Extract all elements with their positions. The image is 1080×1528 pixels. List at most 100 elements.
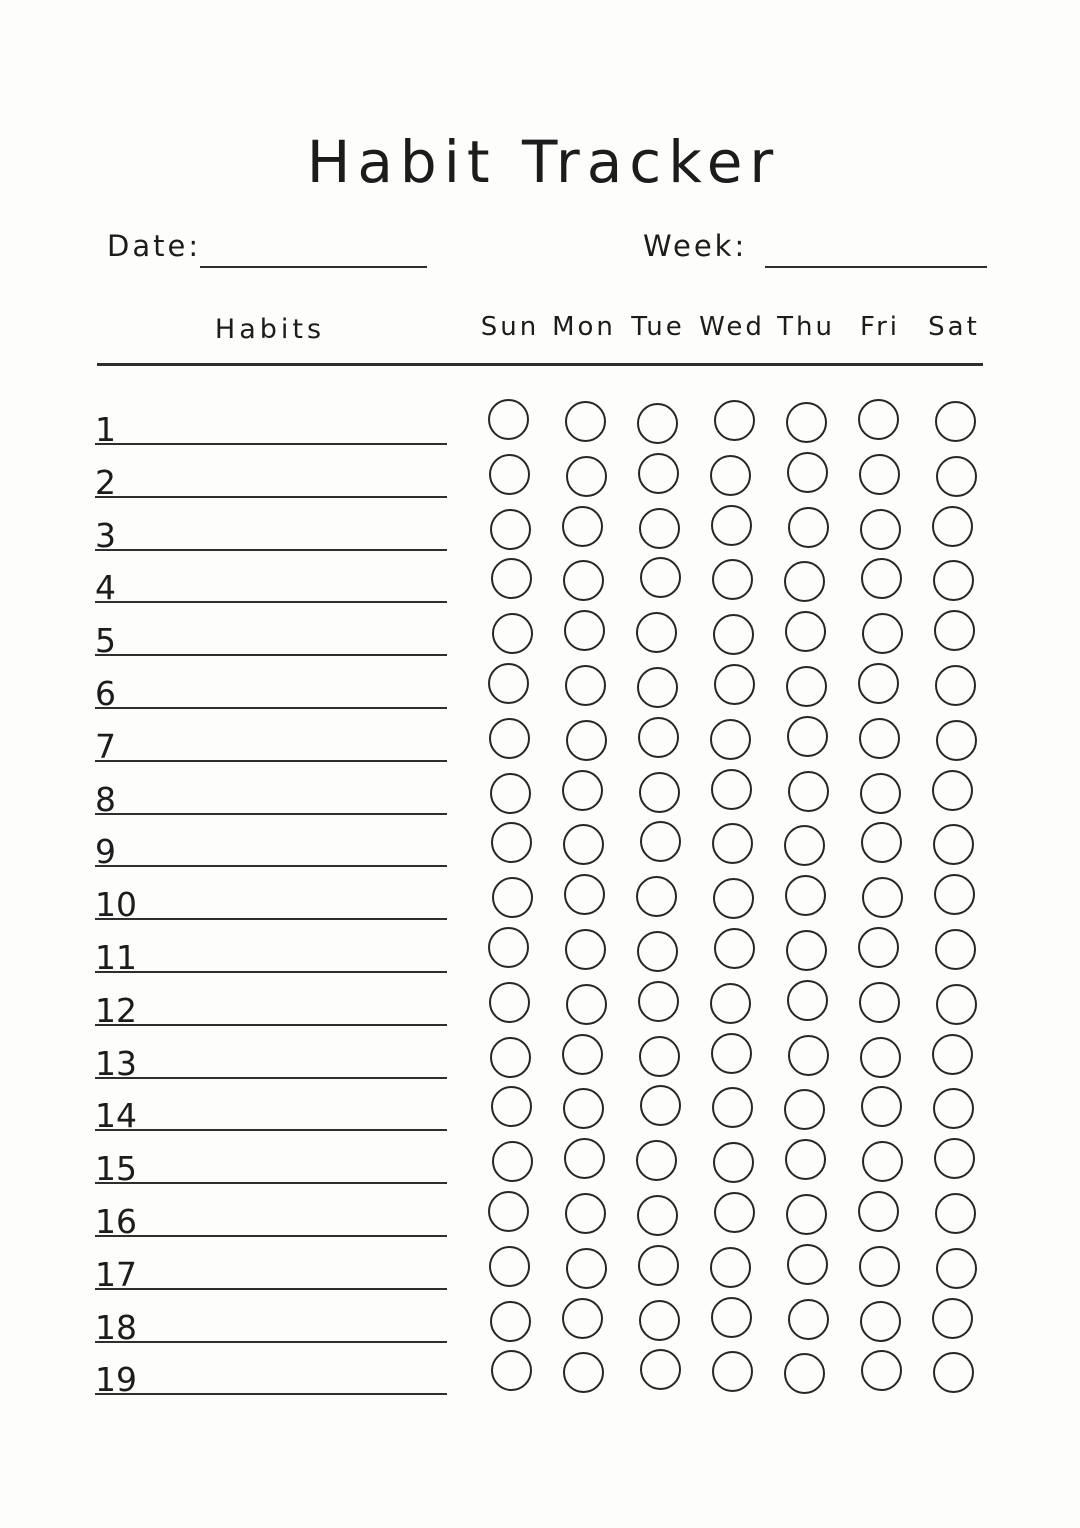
habit-check-circle[interactable] (932, 824, 974, 866)
habit-check-circle[interactable] (710, 1032, 752, 1074)
habit-name-line[interactable] (95, 443, 447, 445)
habit-check-circle[interactable] (711, 1087, 753, 1129)
habit-check-circle[interactable] (635, 876, 677, 918)
habit-check-circle[interactable] (710, 504, 752, 546)
habit-check-circle[interactable] (932, 1088, 974, 1130)
habit-check-circle[interactable] (931, 1033, 973, 1075)
habit-check-circle[interactable] (786, 979, 828, 1021)
habit-check-circle[interactable] (857, 399, 899, 440)
habit-name-line[interactable] (95, 1287, 447, 1290)
habit-name-line[interactable] (95, 759, 447, 762)
habit-check-circle[interactable] (489, 1036, 531, 1078)
habit-check-circle[interactable] (487, 927, 529, 968)
habit-check-circle[interactable] (565, 719, 607, 761)
habit-name-line[interactable] (95, 601, 447, 604)
habit-check-circle[interactable] (858, 1245, 900, 1287)
habit-check-circle[interactable] (709, 454, 751, 496)
habit-name-line[interactable] (95, 1023, 447, 1026)
habit-check-circle[interactable] (639, 1349, 681, 1391)
habit-check-circle[interactable] (935, 719, 977, 761)
habit-check-circle[interactable] (859, 1300, 901, 1342)
habit-check-circle[interactable] (787, 506, 829, 548)
habit-name-line[interactable] (95, 1129, 447, 1132)
habit-check-circle[interactable] (858, 981, 900, 1023)
habit-check-circle[interactable] (933, 1138, 975, 1180)
habit-check-circle[interactable] (934, 665, 976, 706)
habit-check-circle[interactable] (935, 1247, 977, 1289)
habit-name-line[interactable] (95, 548, 447, 551)
habit-check-circle[interactable] (561, 1033, 603, 1075)
habit-check-circle[interactable] (711, 1351, 753, 1393)
habit-name-line[interactable] (95, 1076, 447, 1079)
habit-check-circle[interactable] (784, 1139, 826, 1181)
habit-check-circle[interactable] (713, 400, 755, 441)
date-input-line[interactable] (200, 266, 427, 268)
habit-name-line[interactable] (95, 1340, 447, 1343)
habit-check-circle[interactable] (636, 1195, 678, 1236)
habit-check-circle[interactable] (785, 930, 827, 971)
habit-check-circle[interactable] (710, 768, 752, 810)
habit-check-circle[interactable] (931, 769, 973, 811)
habit-check-circle[interactable] (858, 453, 900, 495)
habit-check-circle[interactable] (787, 770, 829, 812)
habit-name-line[interactable] (95, 865, 447, 868)
habit-check-circle[interactable] (785, 1194, 827, 1235)
habit-name-line[interactable] (95, 1235, 447, 1237)
habit-check-circle[interactable] (563, 1138, 605, 1180)
habit-check-circle[interactable] (709, 1246, 751, 1288)
habit-check-circle[interactable] (933, 610, 975, 652)
habit-check-circle[interactable] (787, 1298, 829, 1340)
habit-check-circle[interactable] (487, 399, 529, 440)
habit-check-circle[interactable] (561, 1297, 603, 1339)
habit-check-circle[interactable] (859, 508, 901, 550)
habit-check-circle[interactable] (564, 665, 606, 706)
habit-check-circle[interactable] (931, 1297, 973, 1339)
habit-name-line[interactable] (95, 654, 447, 657)
habit-check-circle[interactable] (564, 401, 606, 442)
habit-check-circle[interactable] (638, 771, 680, 813)
habit-check-circle[interactable] (637, 716, 679, 758)
habit-check-circle[interactable] (635, 612, 677, 654)
habit-check-circle[interactable] (637, 980, 679, 1022)
habit-check-circle[interactable] (935, 455, 977, 497)
habit-check-circle[interactable] (491, 1141, 533, 1183)
habit-check-circle[interactable] (490, 1086, 532, 1128)
habit-check-circle[interactable] (932, 1352, 974, 1394)
habit-name-line[interactable] (95, 812, 447, 815)
habit-name-line[interactable] (95, 1182, 447, 1185)
habit-check-circle[interactable] (638, 1299, 680, 1341)
habit-check-circle[interactable] (932, 560, 974, 602)
habit-check-circle[interactable] (488, 717, 530, 759)
habit-check-circle[interactable] (490, 558, 532, 600)
habit-check-circle[interactable] (860, 822, 902, 864)
habit-check-circle[interactable] (562, 560, 604, 602)
habit-check-circle[interactable] (713, 664, 755, 705)
habit-check-circle[interactable] (488, 1245, 530, 1287)
habit-check-circle[interactable] (861, 877, 903, 919)
habit-check-circle[interactable] (859, 772, 901, 814)
habit-check-circle[interactable] (861, 613, 903, 655)
habit-check-circle[interactable] (857, 1191, 899, 1232)
habit-check-circle[interactable] (712, 878, 754, 920)
habit-check-circle[interactable] (786, 715, 828, 757)
habit-check-circle[interactable] (565, 455, 607, 497)
habit-check-circle[interactable] (565, 1247, 607, 1289)
habit-check-circle[interactable] (709, 982, 751, 1024)
habit-check-circle[interactable] (637, 452, 679, 494)
habit-check-circle[interactable] (713, 928, 755, 969)
habit-check-circle[interactable] (564, 1193, 606, 1234)
habit-check-circle[interactable] (785, 402, 827, 443)
habit-check-circle[interactable] (861, 1141, 903, 1183)
habit-check-circle[interactable] (638, 507, 680, 549)
habit-check-circle[interactable] (490, 822, 532, 864)
habit-check-circle[interactable] (935, 983, 977, 1025)
habit-check-circle[interactable] (860, 1350, 902, 1392)
habit-check-circle[interactable] (860, 1086, 902, 1128)
habit-check-circle[interactable] (787, 1034, 829, 1076)
habit-check-circle[interactable] (638, 1035, 680, 1077)
habit-check-circle[interactable] (712, 1142, 754, 1184)
habit-check-circle[interactable] (491, 877, 533, 919)
habit-check-circle[interactable] (562, 1088, 604, 1130)
habit-check-circle[interactable] (489, 772, 531, 814)
habit-check-circle[interactable] (491, 613, 533, 655)
